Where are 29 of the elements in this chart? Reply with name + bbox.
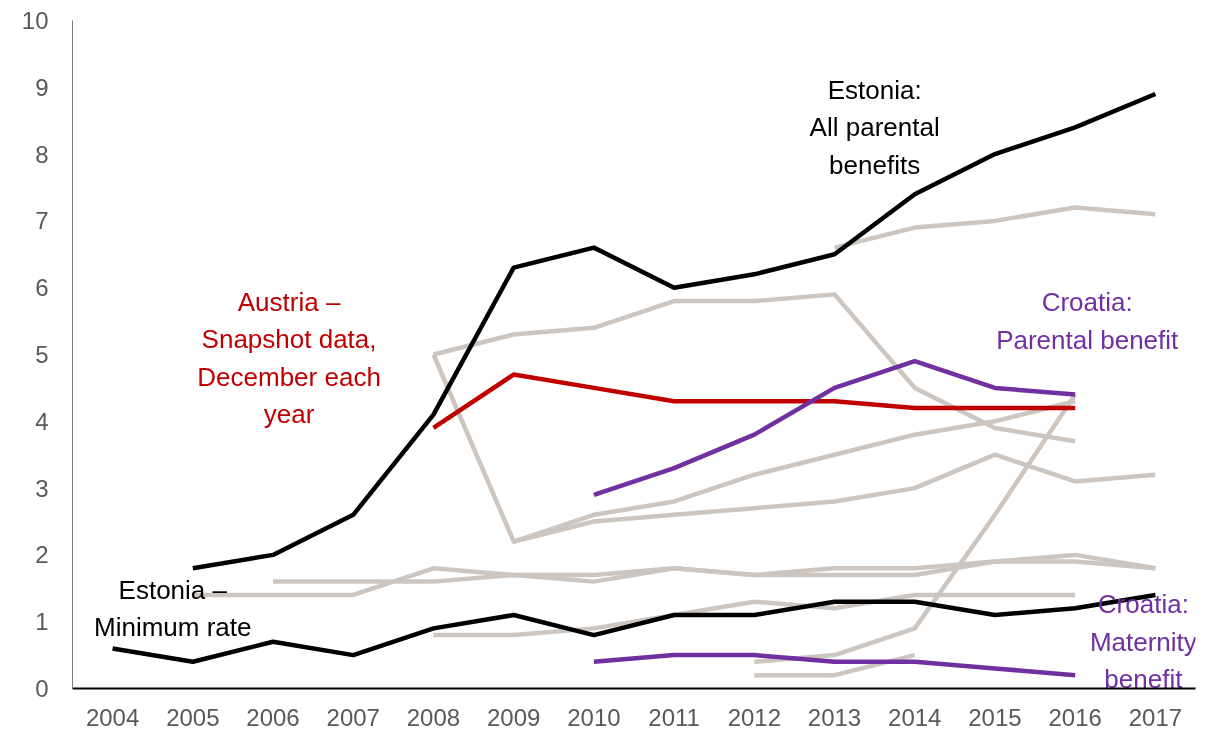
y-tick-label: 3 <box>35 474 49 502</box>
series-label: Croatia: Parental benefit <box>996 287 1180 355</box>
x-tick-label: 2004 <box>85 703 140 731</box>
y-tick-label: 6 <box>35 274 49 302</box>
y-tick-label: 9 <box>35 73 49 101</box>
text: Austria – Snapshot data, December each year <box>197 286 381 430</box>
y-tick-label: 1 <box>35 608 49 636</box>
x-tick-label: 2007 <box>326 703 380 731</box>
x-tick-label: 2015 <box>968 703 1022 731</box>
x-tick-label: 2014 <box>888 703 942 731</box>
x-tick-label: 2012 <box>727 703 782 731</box>
x-tick-label: 2009 <box>486 703 541 731</box>
x-tick-label: 2016 <box>1048 703 1102 731</box>
x-tick-label: 2008 <box>406 703 461 731</box>
y-tick-label: 5 <box>35 341 49 368</box>
x-tick-label: 2017 <box>1128 703 1183 731</box>
x-tick-label: 2011 <box>648 703 700 731</box>
series-label: Estonia – Minimum rate <box>94 574 252 643</box>
series-label: Estonia: All parental benefits <box>809 74 940 180</box>
y-tick-label: 4 <box>35 407 49 435</box>
y-tick-label: 2 <box>35 541 49 569</box>
x-tick-label: 2010 <box>567 703 621 731</box>
y-tick-label: 7 <box>35 207 49 235</box>
y-tick-label: 10 <box>21 7 49 34</box>
y-tick-label: 8 <box>35 140 49 168</box>
x-tick-label: 2013 <box>807 703 862 731</box>
y-tick-label: 0 <box>35 675 49 702</box>
x-tick-label: 2005 <box>166 703 220 731</box>
x-tick-label: 2006 <box>246 703 300 731</box>
